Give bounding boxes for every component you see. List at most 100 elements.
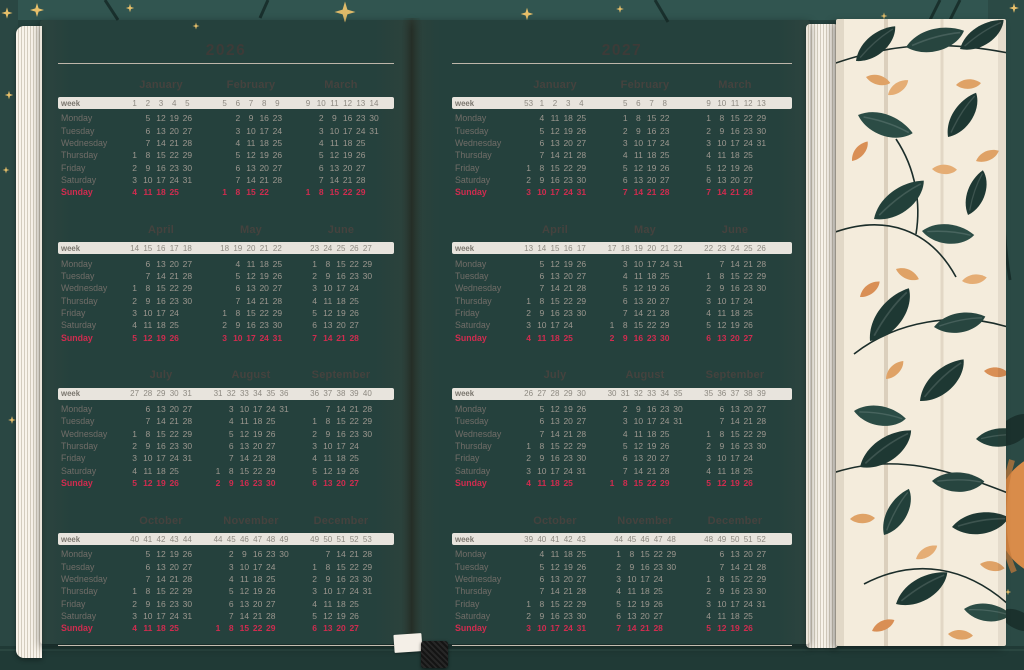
date-cell: 11 [717, 150, 727, 161]
date-group: 5 12 19 26 [300, 611, 382, 621]
date-cell: 5 [622, 441, 628, 452]
date-cell [211, 441, 224, 451]
day-label: Tuesday [455, 416, 489, 427]
date-group: 3 10 17 24 [120, 308, 202, 318]
date-cell [218, 259, 231, 269]
day-label: Thursday [455, 441, 492, 452]
date-cell: 19 [646, 283, 657, 294]
date-group: 1 8 15 22 29 [694, 271, 776, 281]
date-cell: 17 [646, 137, 657, 148]
date-cell: 29 [660, 478, 670, 489]
date-cell: 27 [349, 478, 359, 489]
date-cell: 13 [323, 478, 333, 489]
year-title-right: 2027 [601, 42, 643, 59]
week-number: 51 [743, 534, 753, 544]
date-group: 3 10 17 24 31 [300, 586, 382, 596]
date-cell: 15 [246, 307, 256, 318]
date-cell: 19 [730, 162, 740, 173]
date-cell: 8 [719, 270, 725, 281]
date-cell: 18 [730, 307, 740, 318]
day-row-thursday: Thursday 1 8 15 22 29 5 12 19 26 2 9 16 23 30 [452, 440, 792, 452]
date-cell: 19 [730, 320, 740, 331]
week-number: 26 [349, 243, 359, 253]
date-cell: 13 [246, 283, 256, 294]
month-name: May [240, 223, 262, 236]
date-cell: 1 [132, 586, 137, 597]
date-cell: 20 [563, 574, 573, 585]
week-number-row: week 14 15 16 17 18 18 19 20 21 22 23 24 25 26 27 [58, 242, 394, 255]
date-cell: 5 [132, 478, 137, 489]
month-name: October [533, 514, 577, 527]
page-edges-right [806, 24, 838, 648]
date-cell: 21 [743, 258, 753, 269]
week-label: week [61, 389, 81, 399]
date-cell: 7 [235, 295, 241, 306]
date-cell: 18 [550, 332, 560, 343]
day-row-tuesday: Tuesday 7 14 21 28 4 11 18 25 1 8 15 22 29 [58, 415, 394, 427]
date-group: 2 9 16 23 30 [210, 320, 292, 330]
week-number: 52 [756, 534, 766, 544]
date-cell: 4 [706, 307, 711, 318]
day-label: Wednesday [455, 137, 502, 148]
date-cell: 3 [706, 453, 711, 464]
date-cell [128, 416, 141, 426]
date-cell: 26 [182, 113, 193, 124]
date-cell: 10 [537, 465, 547, 476]
week-number: 50 [730, 534, 740, 544]
date-cell [181, 623, 194, 633]
date-cell: 7 [622, 187, 628, 198]
date-cell: 4 [132, 465, 137, 476]
date-cell: 2 [228, 549, 234, 560]
date-group: 4 11 18 25 [694, 611, 776, 621]
date-cell: 11 [323, 295, 333, 306]
date-cell: 30 [576, 174, 587, 185]
date-cell [755, 150, 768, 160]
date-group: 5 12 19 26 [514, 562, 596, 572]
date-group: 7 14 21 28 [210, 453, 292, 463]
date-cell [211, 404, 224, 414]
day-label: Thursday [61, 586, 98, 597]
date-cell: 14 [336, 403, 346, 414]
date-cell: 25 [743, 150, 753, 161]
date-cell: 16 [730, 441, 740, 452]
week-number: 22 [272, 243, 282, 253]
date-group: 3 10 17 24 31 [120, 453, 202, 463]
day-label: Wednesday [455, 574, 502, 585]
date-cell: 19 [336, 465, 346, 476]
date-cell: 16 [336, 574, 346, 585]
date-cell: 25 [743, 611, 753, 622]
date-cell: 17 [550, 465, 560, 476]
date-group: 2 9 16 23 30 [604, 562, 686, 572]
date-cell: 27 [660, 295, 670, 306]
date-cell [522, 574, 535, 584]
date-cell: 22 [563, 162, 573, 173]
day-row-monday: Monday 4 11 18 25 1 8 15 22 1 8 15 22 29 [452, 112, 792, 124]
week-number: 35 [673, 389, 683, 399]
date-cell: 17 [550, 623, 560, 634]
calendar-quarter: October November December week 39 40 41 42 43 44 4… [452, 513, 792, 634]
date-cell: 26 [169, 332, 179, 343]
day-label: Friday [455, 307, 480, 318]
day-row-saturday: Saturday 2 9 16 23 30 6 13 20 27 4 11 18 25 [452, 610, 792, 622]
date-cell: 12 [323, 465, 333, 476]
date-cell: 9 [539, 307, 545, 318]
date-group: 3 10 17 24 [694, 296, 776, 306]
date-group: 6 13 20 27 [120, 404, 202, 414]
week-number: 25 [743, 243, 753, 253]
date-cell: 10 [717, 598, 727, 609]
date-cell [605, 259, 618, 269]
date-cell: 14 [730, 258, 740, 269]
date-cell: 18 [252, 574, 263, 585]
week-number-group: 40 41 42 43 44 [120, 535, 202, 544]
date-cell: 10 [246, 125, 256, 136]
date-cell: 16 [550, 611, 560, 622]
day-label: Monday [455, 403, 487, 414]
date-cell [181, 333, 194, 343]
date-group: 4 11 18 25 [514, 549, 596, 559]
date-cell: 14 [246, 295, 256, 306]
week-number: 13 [524, 243, 534, 253]
date-cell [128, 562, 141, 572]
date-group: 7 14 21 28 [604, 308, 686, 318]
date-cell: 16 [550, 174, 560, 185]
year-title-left: 2026 [205, 42, 247, 59]
